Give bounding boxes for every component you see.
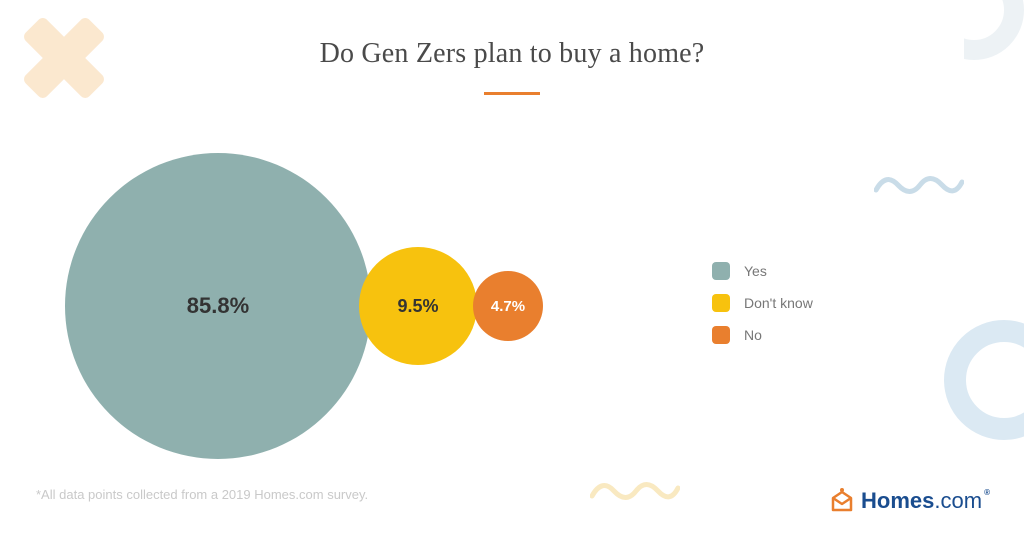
legend-label-no: No bbox=[744, 327, 762, 343]
legend-swatch-no bbox=[712, 326, 730, 344]
legend-item-dontknow: Don't know bbox=[712, 294, 813, 312]
legend-swatch-dontknow bbox=[712, 294, 730, 312]
decor-ring-icon bbox=[944, 320, 1024, 440]
bubble-dontknow: 9.5% bbox=[359, 247, 477, 365]
legend-swatch-yes bbox=[712, 262, 730, 280]
decor-squiggle-2-icon bbox=[590, 476, 680, 506]
infographic-canvas: Do Gen Zers plan to buy a home? 85.8% 9.… bbox=[0, 0, 1024, 536]
bubble-no: 4.7% bbox=[473, 271, 543, 341]
title-underline bbox=[484, 92, 540, 95]
brand-box-icon bbox=[829, 488, 855, 514]
legend-item-yes: Yes bbox=[712, 262, 813, 280]
brand-logo: Homes.com® bbox=[829, 488, 990, 514]
bubble-no-label: 4.7% bbox=[491, 298, 525, 315]
brand-text: Homes.com® bbox=[861, 488, 990, 514]
footnote: *All data points collected from a 2019 H… bbox=[36, 487, 368, 502]
brand-bold: Homes bbox=[861, 488, 934, 513]
bubble-yes: 85.8% bbox=[65, 153, 371, 459]
decor-squiggle-1-icon bbox=[874, 170, 964, 200]
legend-label-dontknow: Don't know bbox=[744, 295, 813, 311]
bubble-yes-label: 85.8% bbox=[187, 293, 249, 319]
brand-light: .com bbox=[934, 488, 982, 513]
legend-label-yes: Yes bbox=[744, 263, 767, 279]
chart-title: Do Gen Zers plan to buy a home? bbox=[0, 38, 1024, 70]
bubble-dontknow-label: 9.5% bbox=[397, 296, 438, 317]
brand-reg-icon: ® bbox=[984, 488, 990, 497]
legend: Yes Don't know No bbox=[712, 262, 813, 358]
legend-item-no: No bbox=[712, 326, 813, 344]
